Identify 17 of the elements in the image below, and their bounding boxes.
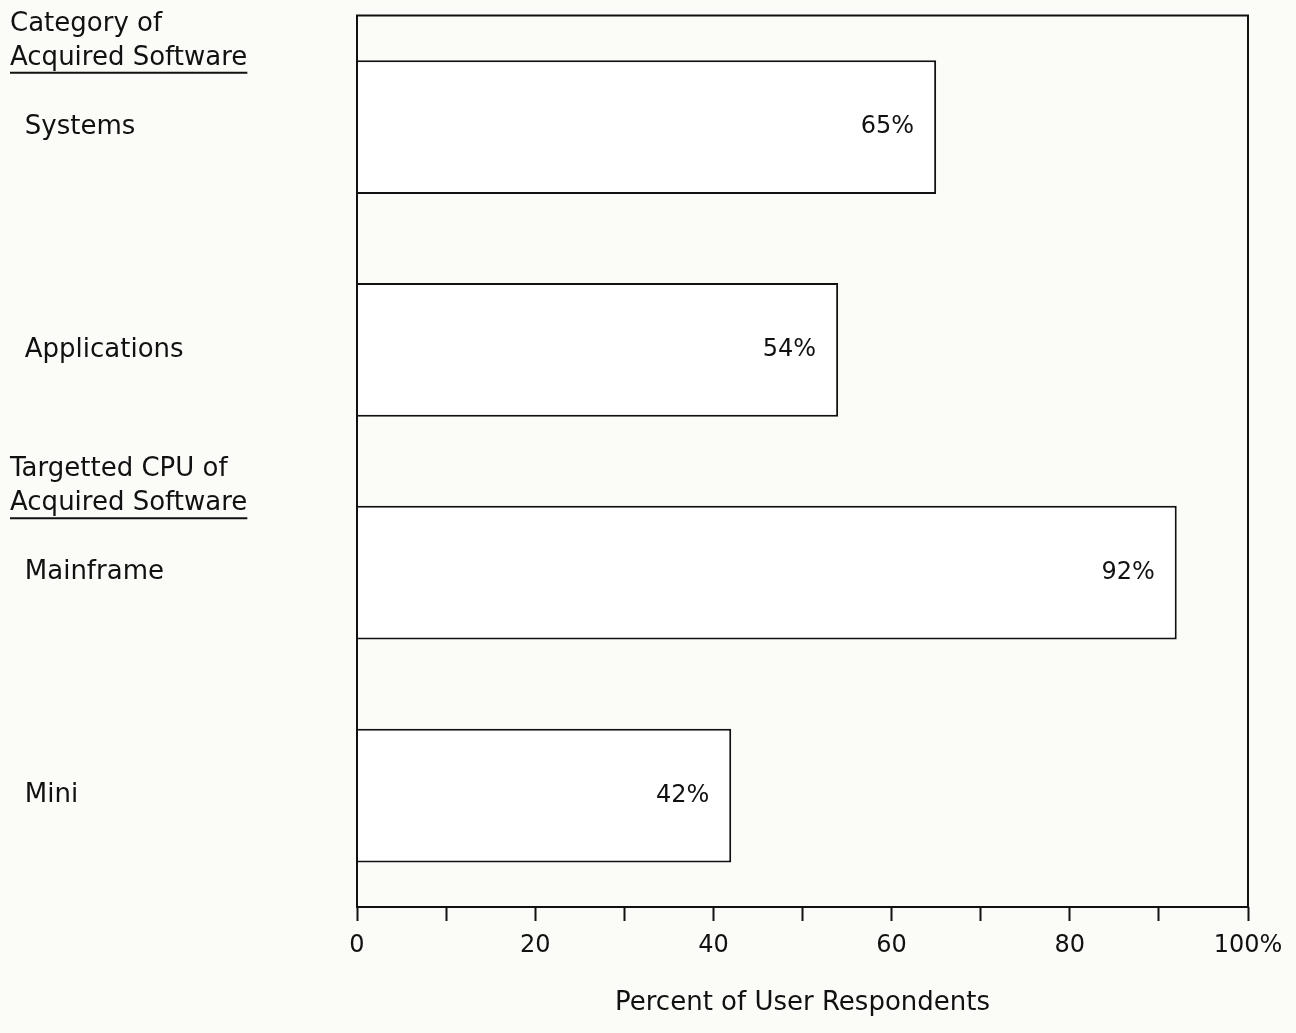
- x-axis-title: Percent of User Respondents: [615, 986, 990, 1017]
- text: Targetted CPU of Acquired Software: [9, 452, 248, 517]
- x-tick-label: 80: [1054, 929, 1086, 958]
- y-tick-label: Systems: [0, 109, 136, 140]
- x-tick-label: 20: [519, 929, 551, 958]
- y-tick-label: Mainframe: [0, 555, 164, 586]
- y-tick-label: Applications: [0, 332, 184, 363]
- x-tick-label: 100%: [1213, 929, 1283, 958]
- text: Category of Acquired Software: [10, 6, 248, 71]
- x-tick-label: 0: [349, 929, 365, 958]
- data-label: 65%: [860, 111, 915, 140]
- data-label: 54%: [762, 334, 817, 363]
- data-label: 42%: [655, 779, 710, 808]
- x-tick-label: 40: [698, 929, 729, 958]
- y-tick-label: Mini: [0, 778, 79, 809]
- x-tick-label: 60: [876, 929, 907, 958]
- data-label: 92%: [1101, 556, 1155, 585]
